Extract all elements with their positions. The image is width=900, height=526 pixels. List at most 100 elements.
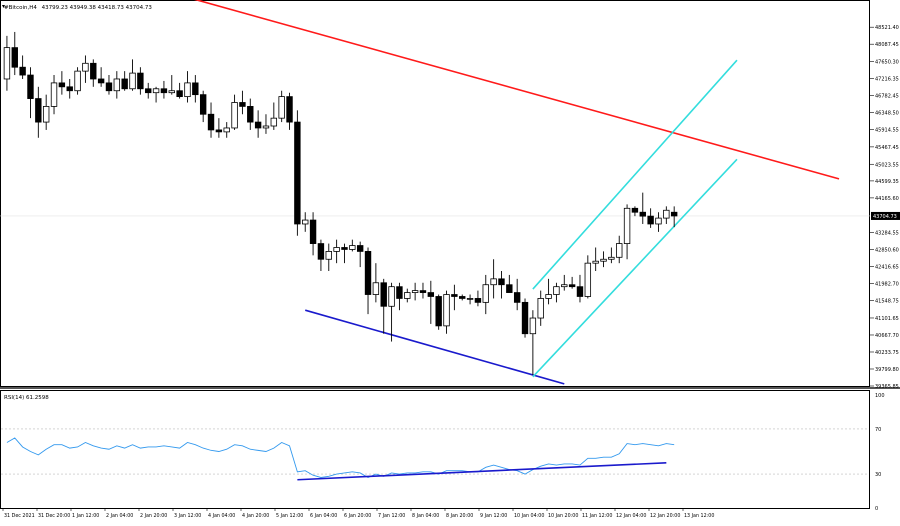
candle [545, 278, 552, 305]
candle-body-bear [576, 286, 584, 297]
price-axis-tick-label: 48087.45 [875, 42, 899, 48]
candle-body-bull [592, 260, 599, 264]
current-price-badge [871, 211, 900, 220]
candle-body-bull [388, 286, 395, 307]
candle-body-bull [553, 286, 560, 295]
rsi-trendline[interactable] [297, 462, 667, 481]
candle-body-bull [561, 284, 568, 288]
candle-body-bear [239, 102, 246, 107]
candle [537, 290, 544, 326]
candle [27, 67, 34, 119]
candle [286, 92, 293, 130]
candle-body-bull [278, 96, 285, 119]
candle-body-bull [482, 284, 489, 303]
candle-body-bear [286, 96, 293, 123]
candle-body-bear [207, 113, 215, 131]
candle [482, 274, 489, 315]
candle [490, 259, 497, 299]
candle-body-bull [623, 207, 631, 244]
candle-body-bull [411, 290, 419, 293]
candle [513, 278, 521, 311]
candle [419, 282, 427, 299]
candle [616, 235, 623, 264]
candle-body-bull [443, 294, 450, 327]
candle [254, 110, 262, 138]
candle [74, 67, 81, 95]
candle [199, 90, 207, 123]
candle-body-bear [66, 86, 73, 92]
candle [647, 208, 654, 228]
candle [349, 239, 356, 252]
rsi-axis-tick-label: 30 [875, 472, 881, 478]
candle-body-bull [372, 282, 380, 295]
candle [50, 75, 58, 115]
candle [364, 247, 372, 315]
candle [176, 82, 183, 99]
candle [82, 55, 89, 83]
trendline-channel-upper[interactable] [532, 59, 738, 290]
candle [231, 94, 238, 130]
price-axis-tick-label: 45914.55 [875, 127, 899, 133]
candle [341, 243, 348, 264]
candle [105, 75, 113, 95]
time-axis-tick-label: 31 Dec 2021 [4, 513, 35, 519]
candle [207, 102, 215, 138]
time-axis-tick-label: 11 Jan 12:00 [582, 513, 612, 519]
candle-body-bear [356, 245, 364, 252]
candle [474, 290, 482, 307]
rsi-axis-tick-label: 0 [875, 506, 878, 512]
candle [192, 75, 199, 103]
candle [3, 35, 11, 91]
candle-body-bull [270, 117, 278, 127]
candle [670, 206, 678, 228]
candle [333, 239, 340, 264]
candle [592, 247, 599, 272]
candle-body-bull [184, 82, 191, 98]
candle [623, 204, 631, 260]
candle-body-bull [584, 262, 592, 297]
candle-body-bull [325, 251, 332, 260]
price-axis-tick-label: 42416.65 [875, 264, 899, 270]
trendline-descending-resistance[interactable] [164, 0, 840, 180]
candle-body-bull [529, 317, 537, 335]
time-axis-tick-label: 2 Jan 04:00 [106, 513, 133, 519]
candle [435, 294, 442, 330]
candle [443, 290, 450, 334]
candle-body-bear [459, 296, 466, 299]
current-price-label: 43704.73 [873, 214, 897, 220]
candle [239, 90, 246, 115]
candle-body-bear [427, 292, 435, 297]
candle [42, 94, 50, 130]
candle-body-bear [176, 90, 183, 98]
candle [529, 310, 537, 375]
candle-body-bull [74, 70, 81, 92]
rsi-header: RSI(14) 61.2598 [4, 395, 49, 401]
price-axis-tick-label: 47216.35 [875, 76, 899, 82]
rsi-panel [0, 390, 870, 509]
candle-body-bear [670, 211, 678, 217]
candle-body-bear [105, 82, 113, 92]
candle [309, 212, 317, 256]
candle-body-bear [309, 219, 317, 244]
candle-body-bear [11, 47, 18, 68]
trendline-channel-lower[interactable] [532, 158, 738, 378]
price-axis-tick-label: 48521.40 [875, 25, 899, 31]
candle-body-bear [631, 207, 639, 213]
collapse-triangle-icon[interactable] [2, 5, 5, 8]
time-axis-tick-label: 2 Jan 20:00 [140, 513, 167, 519]
rsi-axis-tick-label: 100 [875, 393, 885, 399]
price-axis-tick-label: 40233.75 [875, 350, 899, 356]
candle-body-bull [349, 245, 356, 250]
candle [388, 282, 395, 342]
trendline-support-line[interactable] [305, 309, 565, 385]
candle [145, 82, 152, 99]
price-axis-tick-label: 41982.70 [875, 281, 899, 287]
candle-body-bull [129, 72, 136, 90]
candle [184, 71, 191, 103]
candle [58, 71, 66, 95]
candle-body-bear [435, 296, 442, 327]
candle [113, 71, 121, 99]
candle-body-bull [42, 106, 50, 123]
